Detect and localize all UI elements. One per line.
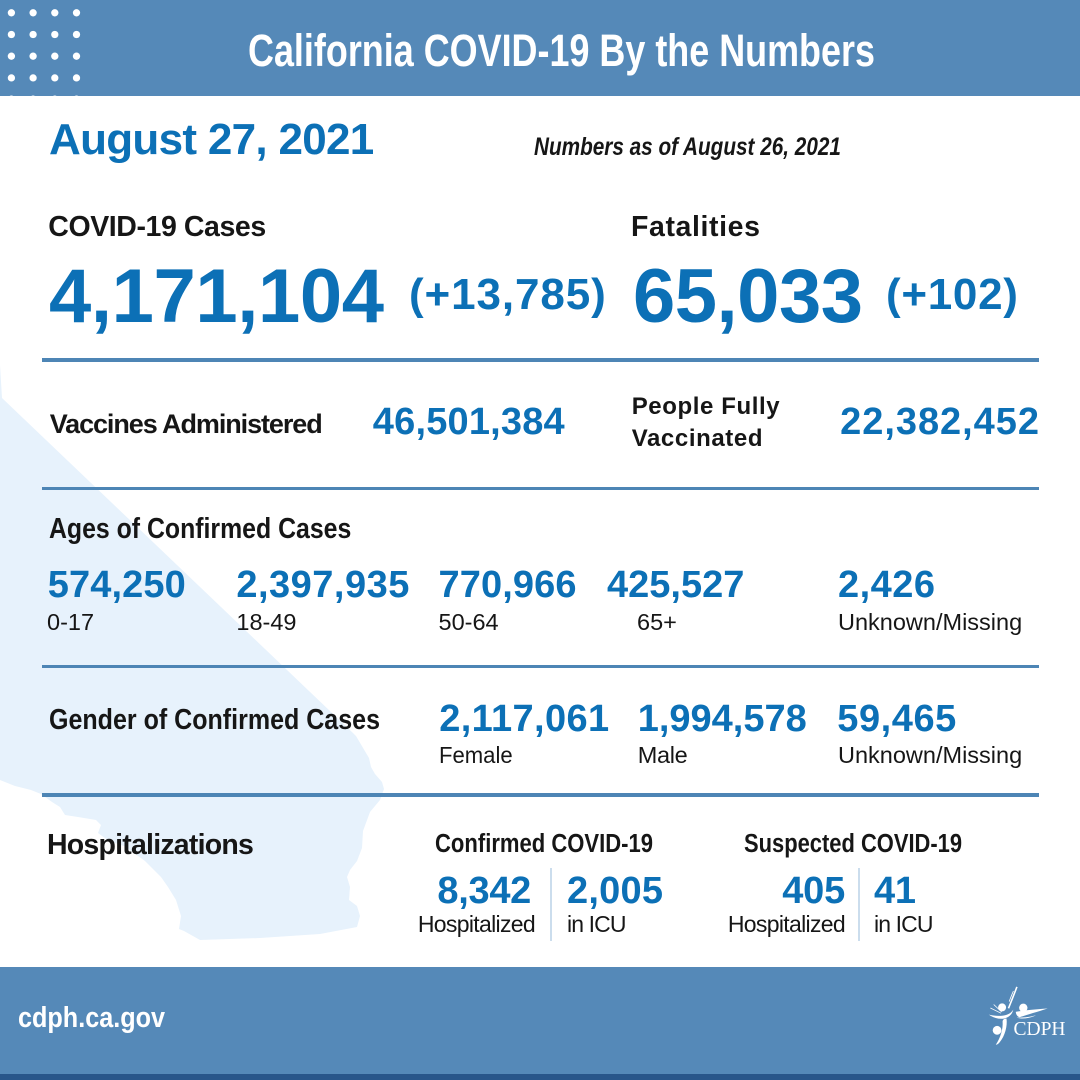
svg-text:CDPH: CDPH — [1014, 1019, 1066, 1040]
